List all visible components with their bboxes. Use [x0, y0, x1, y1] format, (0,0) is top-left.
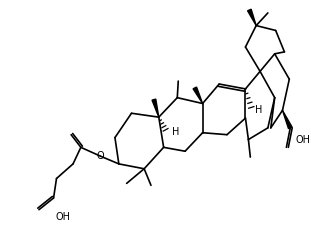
- Polygon shape: [282, 110, 292, 129]
- Polygon shape: [248, 9, 256, 25]
- Text: O: O: [96, 151, 104, 161]
- Text: OH: OH: [56, 212, 71, 222]
- Polygon shape: [193, 87, 202, 103]
- Text: H: H: [172, 127, 180, 137]
- Text: H: H: [255, 105, 262, 115]
- Polygon shape: [152, 99, 159, 117]
- Text: OH: OH: [295, 135, 310, 145]
